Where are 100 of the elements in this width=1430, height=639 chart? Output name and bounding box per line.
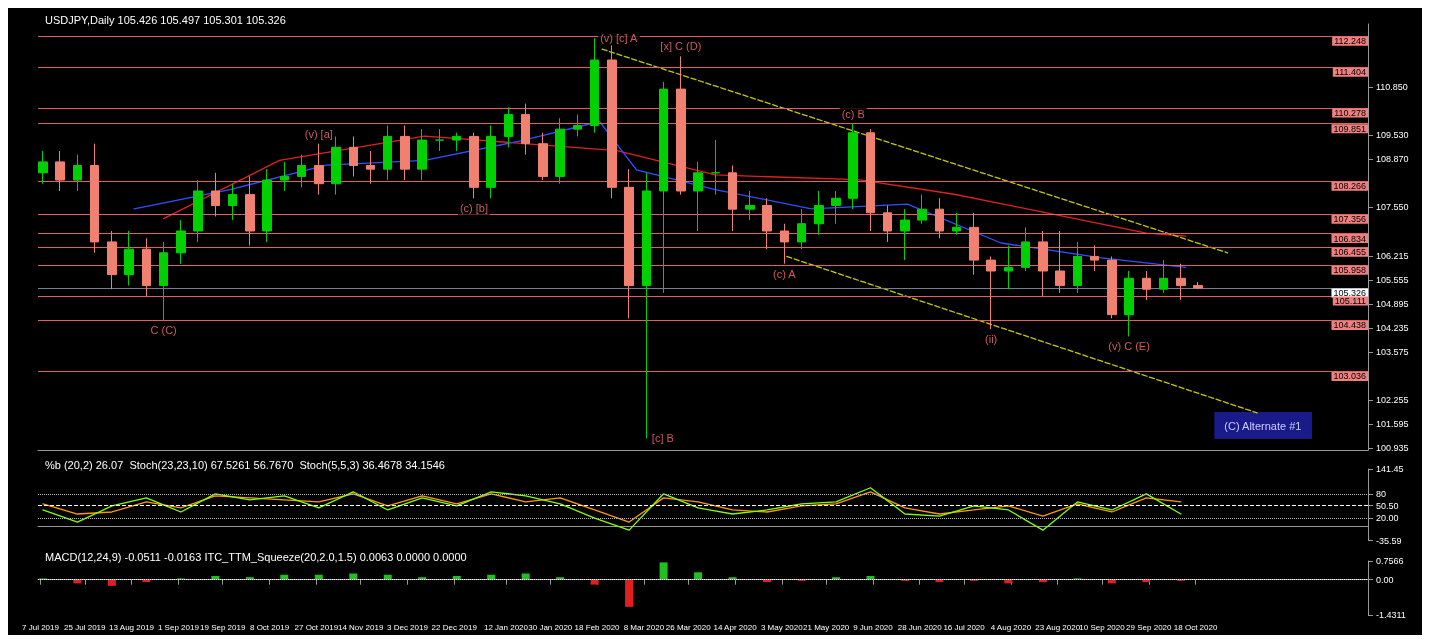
y-tick-label: 106.215 [1376, 250, 1409, 261]
candlestick [400, 125, 410, 181]
annotation: (C) Alternate #1 [1224, 419, 1302, 432]
annotation: (v) [a] [304, 127, 333, 140]
candlestick [469, 132, 479, 199]
y-tick-label: 107.550 [1376, 202, 1409, 213]
bar [659, 562, 668, 580]
x-tick-label: 1 Sep 2019 [157, 622, 200, 632]
bar [694, 572, 703, 580]
annotation: [c] B [651, 432, 674, 445]
candlestick [1073, 241, 1082, 294]
x-tick-label: 10 Sep 2020 [1079, 622, 1126, 632]
candlestick [55, 150, 65, 192]
x-tick-label: 27 Oct 2019 [294, 622, 339, 632]
bar [625, 579, 634, 607]
y-tick-label: 104.895 [1376, 298, 1409, 309]
candlestick [90, 143, 99, 254]
candlestick [452, 132, 461, 152]
ref-line-label: 105.111 [1334, 296, 1366, 307]
candlestick [245, 175, 255, 247]
chart-title: USDJPY,Daily 105.426 105.497 105.301 105.326 [45, 13, 286, 26]
candlestick [762, 197, 772, 250]
candlestick [728, 165, 737, 232]
candlestick [917, 194, 927, 225]
candlestick [504, 106, 513, 148]
candlestick [124, 230, 134, 287]
chart-title: %b (20,2) 26.07 Stoch(23,23,10) 67.5261 56.7670 Stoch(5,5,3) 36.4678 34.1546 [45, 458, 445, 471]
candlestick [297, 154, 306, 188]
x-tick-label: 29 Sep 2020 [1126, 622, 1173, 632]
candlestick [142, 237, 151, 297]
x-tick-label: 22 Dec 2019 [431, 622, 478, 632]
x-tick-label: 4 Aug 2020 [990, 622, 1032, 632]
ref-line-label: 110.278 [1334, 108, 1366, 119]
y-tick-label: 141.45 [1376, 464, 1404, 474]
line-series [42, 487, 1182, 531]
y-tick-label: 100.935 [1376, 443, 1409, 453]
candlestick [486, 125, 496, 199]
candlestick [831, 190, 841, 225]
candlestick [1090, 245, 1099, 272]
annotation: (c) [b] [459, 202, 489, 215]
candlestick [262, 168, 272, 243]
candlestick [711, 139, 720, 196]
candlestick [745, 190, 755, 221]
x-tick-label: 8 Mar 2020 [623, 622, 665, 632]
candlestick [1038, 230, 1048, 297]
candlestick [900, 208, 910, 261]
candlestick [73, 154, 82, 192]
candlestick [848, 123, 858, 210]
bar [349, 573, 358, 580]
y-tick-label: 80 [1376, 488, 1387, 499]
y-tick-label: 0.7566 [1376, 556, 1404, 566]
ref-line-label: 105.958 [1333, 265, 1366, 276]
candlestick [1124, 270, 1134, 337]
candlestick [883, 205, 892, 243]
candlestick [1159, 259, 1168, 294]
candlestick [969, 212, 979, 276]
annotation: (c) A [772, 267, 797, 280]
bar [383, 574, 392, 580]
x-tick-label: 7 Jul 2019 [22, 622, 60, 632]
bar [107, 579, 116, 586]
candlestick [797, 208, 806, 250]
candlestick [1193, 281, 1203, 290]
y-tick-label: -35.59 [1376, 535, 1402, 546]
y-tick-label: 101.595 [1376, 418, 1409, 429]
candlestick [1004, 245, 1013, 290]
candlestick [176, 219, 186, 265]
bar [314, 574, 323, 580]
x-tick-label: 19 Sep 2019 [200, 622, 246, 632]
annotation: (v) C (E) [1108, 340, 1150, 353]
candlestick [193, 179, 203, 243]
bar [280, 574, 289, 580]
candlestick [607, 44, 617, 199]
y-tick-label: 108.870 [1376, 154, 1409, 165]
candlestick [349, 135, 358, 177]
candlestick [573, 114, 582, 137]
x-tick-label: 16 Jul 2020 [943, 622, 986, 632]
candlestick [314, 143, 324, 196]
ref-line-label: 104.438 [1333, 320, 1366, 331]
candlestick [521, 103, 530, 156]
candlestick [590, 37, 599, 134]
y-tick-label: 105.555 [1376, 274, 1409, 285]
x-tick-label: 23 Aug 2020 [1035, 622, 1081, 632]
annotation: (c) B [841, 107, 865, 120]
y-tick-label: 104.235 [1376, 322, 1409, 333]
candlestick [624, 168, 634, 319]
x-tick-label: 13 Aug 2019 [109, 622, 155, 632]
x-tick-label: 18 Oct 2020 [1173, 622, 1218, 632]
annotation: (ii) [985, 333, 998, 346]
candlestick [107, 230, 117, 290]
annotation: [x] C (D) [660, 40, 702, 53]
candlestick [1107, 255, 1117, 319]
ref-line-label: 108.266 [1333, 181, 1366, 192]
y-tick-label: 20.00 [1376, 513, 1399, 524]
annotation: C (C) [150, 324, 177, 337]
ref-line-label: 106.455 [1333, 247, 1366, 258]
candlestick [228, 183, 237, 221]
y-tick-label: 109.530 [1376, 130, 1409, 141]
candlestick [383, 125, 392, 181]
candlestick [555, 117, 565, 185]
candlestick [211, 172, 220, 217]
